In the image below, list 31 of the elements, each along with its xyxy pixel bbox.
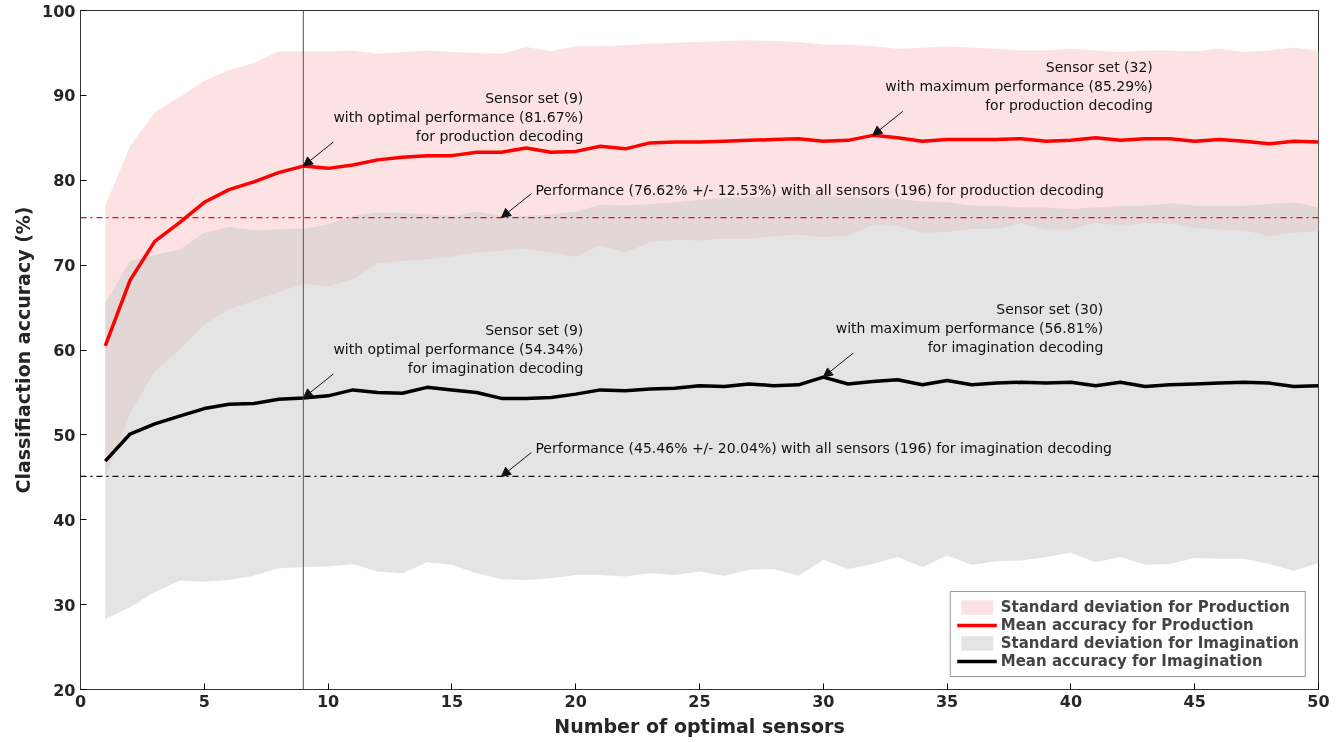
y-tick-label: 70 bbox=[53, 256, 76, 276]
annotation: Sensor set (9) with optimal performance (81.67%) for production decoding bbox=[333, 89, 584, 145]
x-tick-label: 45 bbox=[1183, 691, 1206, 711]
x-axis-title: Number of optimal sensors bbox=[554, 714, 845, 737]
annotation: Sensor set (32) with maximum performance (85.29%) for production decoding bbox=[885, 58, 1153, 114]
legend-label: Standard deviation for Production bbox=[1000, 598, 1290, 616]
y-tick-label: 80 bbox=[53, 171, 76, 191]
y-tick-label: 60 bbox=[53, 341, 76, 360]
annotation: Performance (45.46% +/- 20.04%) with all sensors (196) for imagination decoding bbox=[535, 440, 1112, 457]
annotation: Performance (76.62% +/- 12.53%) with all sensors (196) for production decoding bbox=[535, 181, 1104, 198]
y-tick-label: 40 bbox=[53, 510, 76, 530]
x-tick-label: 35 bbox=[935, 691, 959, 711]
y-tick-label: 90 bbox=[53, 86, 76, 106]
annotation: Sensor set (9) with optimal performance (54.34%) for imagination decoding bbox=[333, 321, 584, 377]
x-tick-label: 50 bbox=[1307, 691, 1330, 711]
x-tick-label: 0 bbox=[74, 691, 87, 711]
legend-label: Standard deviation for Imagination bbox=[1000, 634, 1299, 652]
y-tick-label: 50 bbox=[53, 425, 76, 445]
y-tick-label: 30 bbox=[53, 595, 76, 615]
y-axis-title: Classifiaction accuracy (%) bbox=[12, 206, 35, 494]
x-tick-label: 25 bbox=[688, 691, 711, 711]
x-tick-label: 30 bbox=[812, 691, 835, 711]
x-tick-label: 10 bbox=[316, 691, 340, 711]
x-tick-label: 5 bbox=[198, 691, 210, 711]
x-tick-label: 20 bbox=[564, 691, 587, 711]
legend-label: Mean accuracy for Imagination bbox=[1000, 652, 1263, 670]
y-tick-label: 100 bbox=[42, 1, 76, 21]
annotation: Sensor set (30) with maximum performance (56.81%) for imagination decoding bbox=[835, 300, 1104, 356]
x-tick-label: 40 bbox=[1059, 691, 1083, 711]
legend-label: Mean accuracy for Production bbox=[1000, 616, 1254, 634]
x-tick-label: 15 bbox=[440, 691, 464, 711]
